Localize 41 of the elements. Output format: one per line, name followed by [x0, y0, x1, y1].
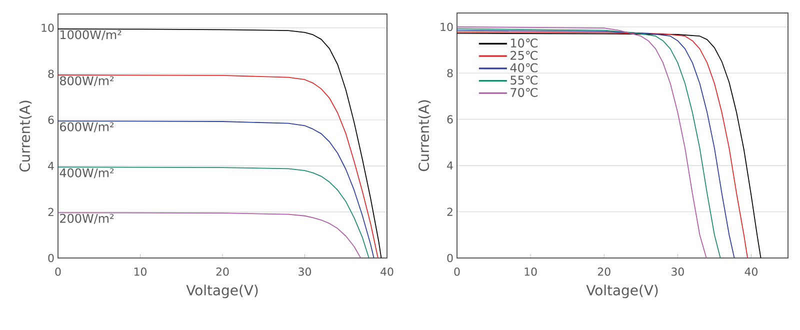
line-series — [58, 166, 370, 258]
y-tick-label: 2 — [447, 208, 452, 216]
y-tick-label: 10 — [440, 22, 453, 32]
series-label: 1000W/m² — [60, 30, 122, 40]
x-axis-title: Voltage(V) — [186, 284, 258, 298]
y-tick-label: 0 — [48, 254, 54, 262]
x-tick-label: 20 — [216, 268, 229, 276]
line-series — [58, 74, 378, 258]
y-tick-label: 2 — [48, 208, 54, 216]
series-label: 800W/m² — [60, 76, 114, 86]
line-series — [58, 28, 382, 258]
y-tick-label: 8 — [48, 70, 54, 78]
y-tick-label: 4 — [447, 162, 453, 170]
y-tick-label: 4 — [48, 162, 54, 170]
x-tick-label: 30 — [672, 268, 684, 276]
series-label: 200W/m² — [60, 214, 114, 224]
x-tick-label: 10 — [524, 268, 537, 276]
legend-label: 10℃ — [511, 38, 538, 48]
legend-label: 55℃ — [510, 76, 538, 85]
line-series — [58, 120, 374, 258]
x-tick-label: 40 — [744, 268, 758, 276]
series-label: 600W/m² — [60, 122, 114, 132]
x-tick-label: 40 — [380, 268, 394, 276]
legend-label: 70℃ — [510, 88, 538, 97]
series-label: 400W/m² — [60, 168, 114, 178]
legend-label: 25℃ — [510, 50, 538, 60]
y-tick-label: 10 — [42, 24, 54, 32]
legend-label: 40℃ — [510, 63, 538, 72]
x-tick-label: 30 — [298, 268, 311, 276]
x-tick-label: 0 — [454, 268, 460, 276]
line-series — [58, 212, 362, 258]
y-tick-label: 6 — [48, 116, 54, 124]
x-axis-title: Voltage(V) — [586, 284, 658, 298]
y-tick-label: 8 — [447, 68, 453, 78]
y-axis-title: Current(A) — [418, 100, 431, 172]
x-tick-label: 20 — [598, 268, 610, 276]
y-tick-label: 6 — [447, 115, 453, 124]
x-tick-label: 0 — [55, 268, 61, 276]
y-tick-label: 0 — [447, 254, 453, 262]
x-tick-label: 10 — [134, 268, 146, 276]
y-axis-title: Current(A) — [19, 100, 32, 172]
